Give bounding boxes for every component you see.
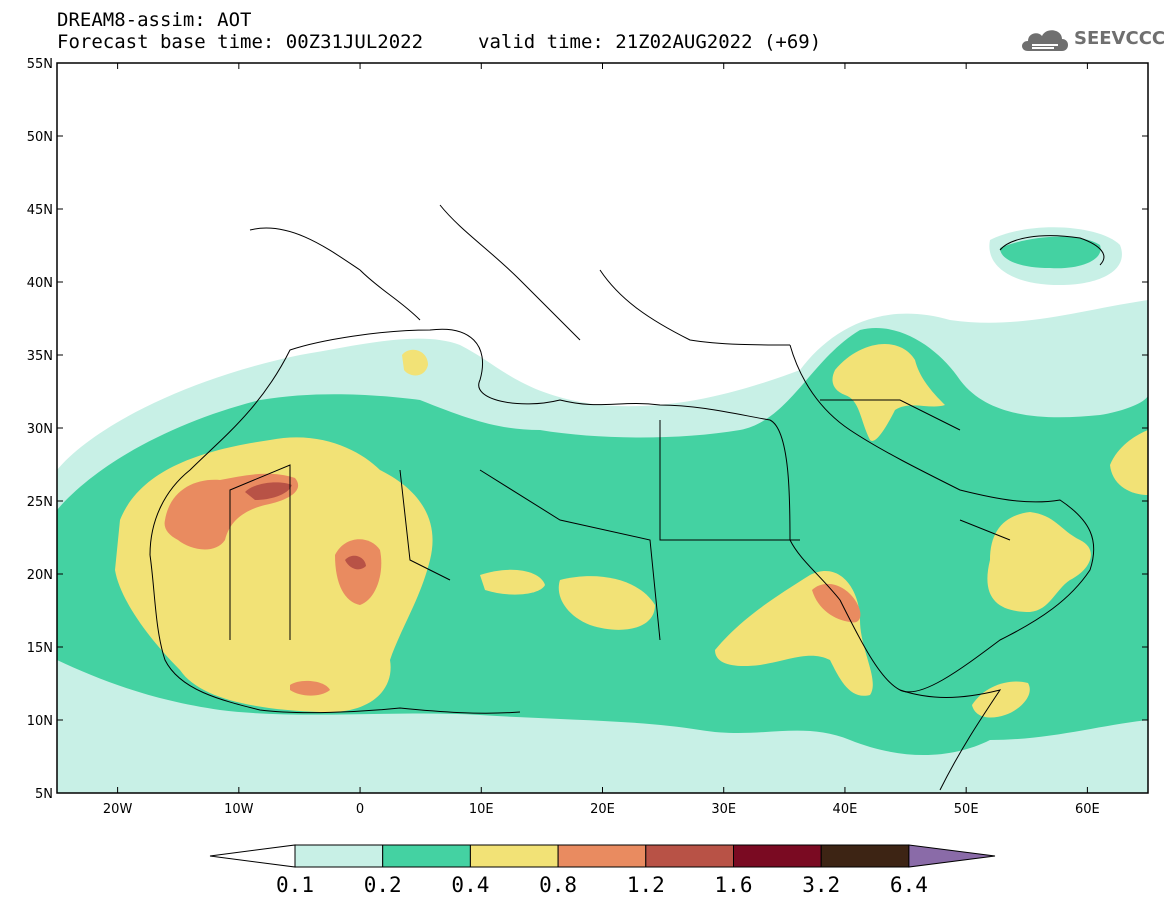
coastline-north-africa xyxy=(149,328,901,691)
lat-label: 35N xyxy=(27,349,53,364)
coastline-horn xyxy=(899,689,1002,791)
colorbar-label: 0.1 xyxy=(276,873,314,897)
colorbar-label: 0.8 xyxy=(539,873,577,897)
lat-label: 30N xyxy=(27,422,53,437)
colorbar-label: 0.4 xyxy=(451,873,489,897)
longitude-labels: 20W 10W 0 10E 20E 30E 40E 50E 60E xyxy=(103,802,1100,817)
lat-label: 45N xyxy=(27,203,53,218)
aot-level-0.8-burkina xyxy=(290,680,330,696)
colorbar-box xyxy=(294,844,384,868)
valid-time: valid time: 21Z02AUG2022 (+69) xyxy=(478,31,822,53)
axis-ticks xyxy=(57,62,1148,794)
lon-label: 50E xyxy=(954,802,979,817)
border-sahara xyxy=(229,399,1011,641)
colorbar-arrow-low xyxy=(209,844,296,868)
aot-level-0.8-ethiopia xyxy=(812,583,861,623)
lon-label: 10W xyxy=(224,802,254,817)
lon-label: 20E xyxy=(590,802,615,817)
lat-label: 5N xyxy=(35,787,53,802)
latitude-labels: 55N 50N 45N 40N 35N 30N 25N 20N 15N 10N 5N xyxy=(27,57,53,802)
colorbar-box xyxy=(733,844,822,868)
aot-level-0.4-iraq xyxy=(832,343,945,441)
colorbar-box xyxy=(557,844,647,868)
colorbar-label: 1.2 xyxy=(627,873,665,897)
aot-field xyxy=(57,63,1148,793)
lat-label: 15N xyxy=(27,641,53,656)
aot-level-0.4-tunisia xyxy=(402,349,428,376)
colorbar-box xyxy=(382,844,471,868)
logo-text: SEEVCCC xyxy=(1074,28,1165,49)
product-title: DREAM8-assim: AOT xyxy=(57,9,252,31)
colorbar-arrow-high xyxy=(908,844,996,868)
colorbar-label: 6.4 xyxy=(890,873,928,897)
lon-label: 20W xyxy=(103,802,133,817)
aot-level-0.2-caspian xyxy=(1000,236,1101,269)
lat-label: 40N xyxy=(27,276,53,291)
forecast-base-time: Forecast base time: 00Z31JUL2022 xyxy=(57,31,424,53)
colorbar-label: 0.2 xyxy=(364,873,402,897)
coastlines-and-borders xyxy=(149,204,1105,791)
lat-label: 55N xyxy=(27,57,53,72)
lat-label: 50N xyxy=(27,130,53,145)
lon-label: 30E xyxy=(711,802,736,817)
colorbar-box xyxy=(645,844,734,868)
coastline-west-africa xyxy=(149,554,521,714)
aot-level-1.2-sahara xyxy=(245,482,292,500)
aot-level-0.4-socotra xyxy=(972,681,1030,718)
lon-label: 60E xyxy=(1075,802,1100,817)
colorbar-label: 1.6 xyxy=(715,873,753,897)
seevccc-logo: SEEVCCC xyxy=(1018,23,1165,57)
aot-level-0.4-arabia xyxy=(987,512,1091,612)
lat-label: 20N xyxy=(27,568,53,583)
lon-label: 10E xyxy=(469,802,494,817)
colorbar-label: 3.2 xyxy=(802,873,840,897)
colorbar: 0.1 0.2 0.4 0.8 1.2 1.6 3.2 6.4 xyxy=(209,844,996,897)
colorbar-box xyxy=(820,844,910,868)
aot-level-1.2-mali xyxy=(345,555,366,570)
aot-level-0.4-central-africa xyxy=(558,576,655,630)
colorbar-box xyxy=(469,844,559,868)
coastline-europe xyxy=(249,204,791,346)
coastline-caspian xyxy=(999,235,1105,266)
lat-label: 25N xyxy=(27,495,53,510)
aot-level-0.4-iran-coast xyxy=(1110,430,1148,495)
coastline-arabia xyxy=(789,344,1095,693)
lon-label: 0 xyxy=(356,802,364,817)
lat-label: 10N xyxy=(27,714,53,729)
cloud-icon xyxy=(1022,30,1068,51)
aot-level-0.8-mali xyxy=(335,539,382,605)
aot-level-0.4-niger xyxy=(480,569,545,595)
lon-label: 40E xyxy=(833,802,858,817)
